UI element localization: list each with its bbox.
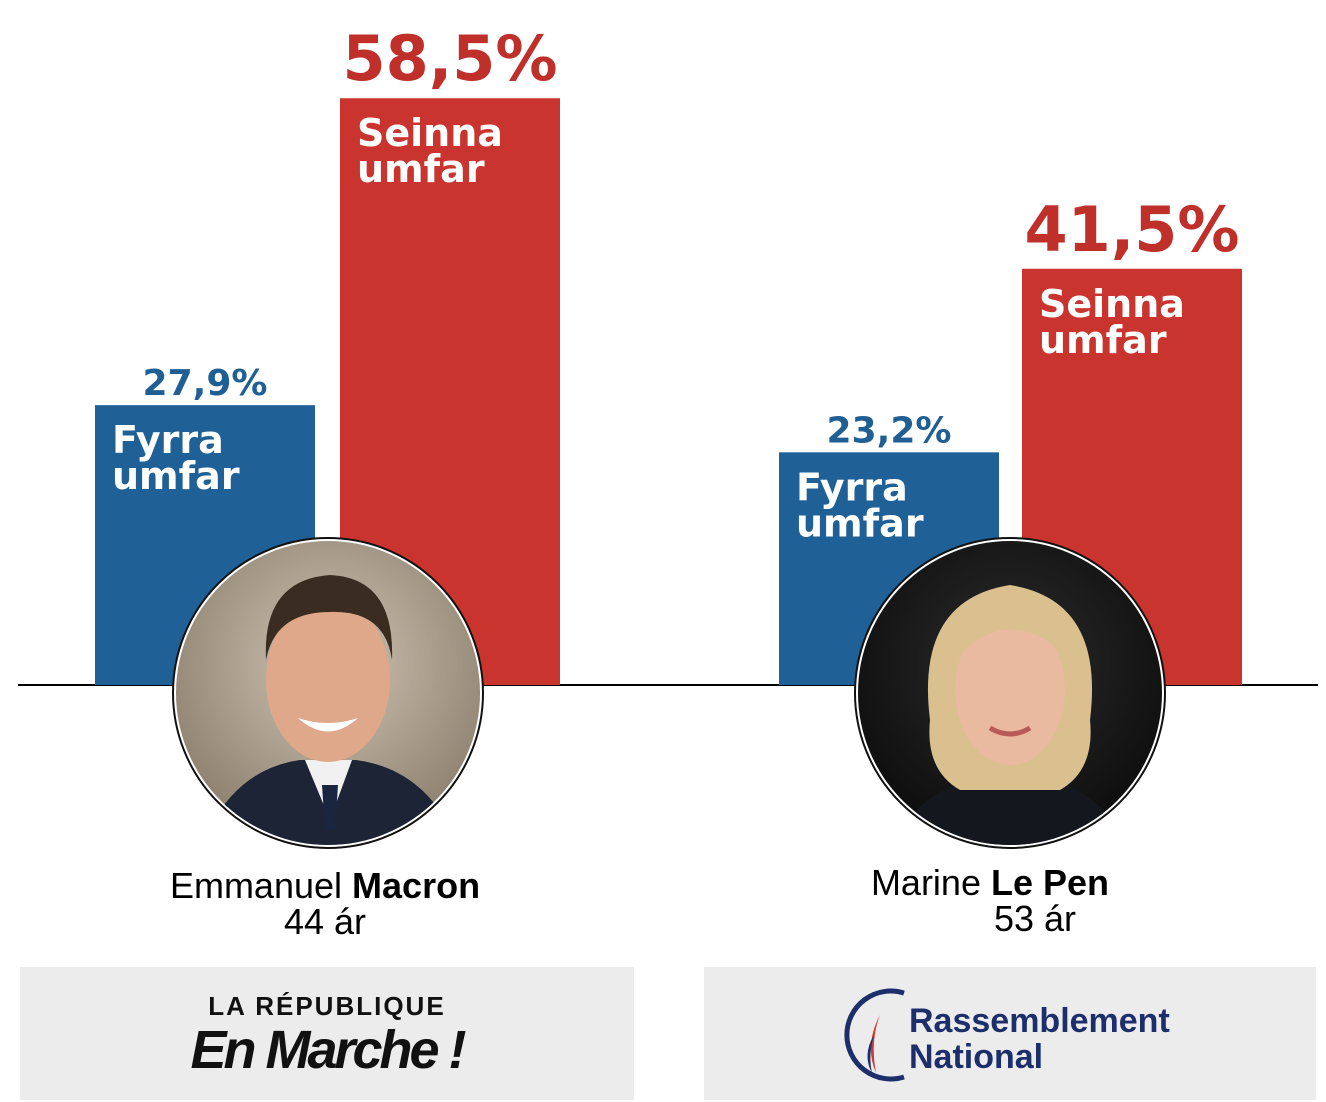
value-label: 23,2% xyxy=(827,410,952,451)
series-label: Seinna xyxy=(1039,282,1185,326)
value-label: 41,5% xyxy=(1024,193,1239,266)
age: 44 ár xyxy=(283,901,367,942)
last-name: Le Pen xyxy=(991,862,1110,903)
last-name: Macron xyxy=(352,865,481,906)
logo-line-2: National xyxy=(909,1038,1044,1076)
series-label: umfar xyxy=(796,501,924,545)
logo-line-1: Rassemblement xyxy=(909,1002,1170,1040)
macron-name: Emmanuel Macron 44 ár xyxy=(130,868,520,940)
series-label: umfar xyxy=(357,147,485,191)
en-marche-logo: LA RÉPUBLIQUE En Marche ! xyxy=(20,967,634,1100)
first-name: Emmanuel xyxy=(169,865,343,906)
value-label: 27,9% xyxy=(143,363,268,404)
series-label: Fyrra xyxy=(796,465,908,509)
series-label: umfar xyxy=(112,454,240,498)
series-label: umfar xyxy=(1039,318,1167,362)
value-label: 58,5% xyxy=(342,22,557,95)
series-label: Fyrra xyxy=(112,418,224,462)
rassemblement-national-logo: Rassemblement National xyxy=(704,967,1316,1100)
le-pen-portrait xyxy=(854,537,1166,849)
logo-line-1: LA RÉPUBLIQUE xyxy=(208,991,446,1021)
macron-portrait xyxy=(172,537,484,849)
le-pen-name: Marine Le Pen 53 ár xyxy=(830,865,1150,937)
series-label: Seinna xyxy=(357,111,503,155)
logo-text: Rassemblement National xyxy=(909,1003,1170,1075)
first-name: Marine xyxy=(870,862,981,903)
age: 53 ár xyxy=(993,898,1077,939)
flame-icon xyxy=(844,988,905,1082)
logo-line-2: En Marche ! xyxy=(190,1020,466,1080)
